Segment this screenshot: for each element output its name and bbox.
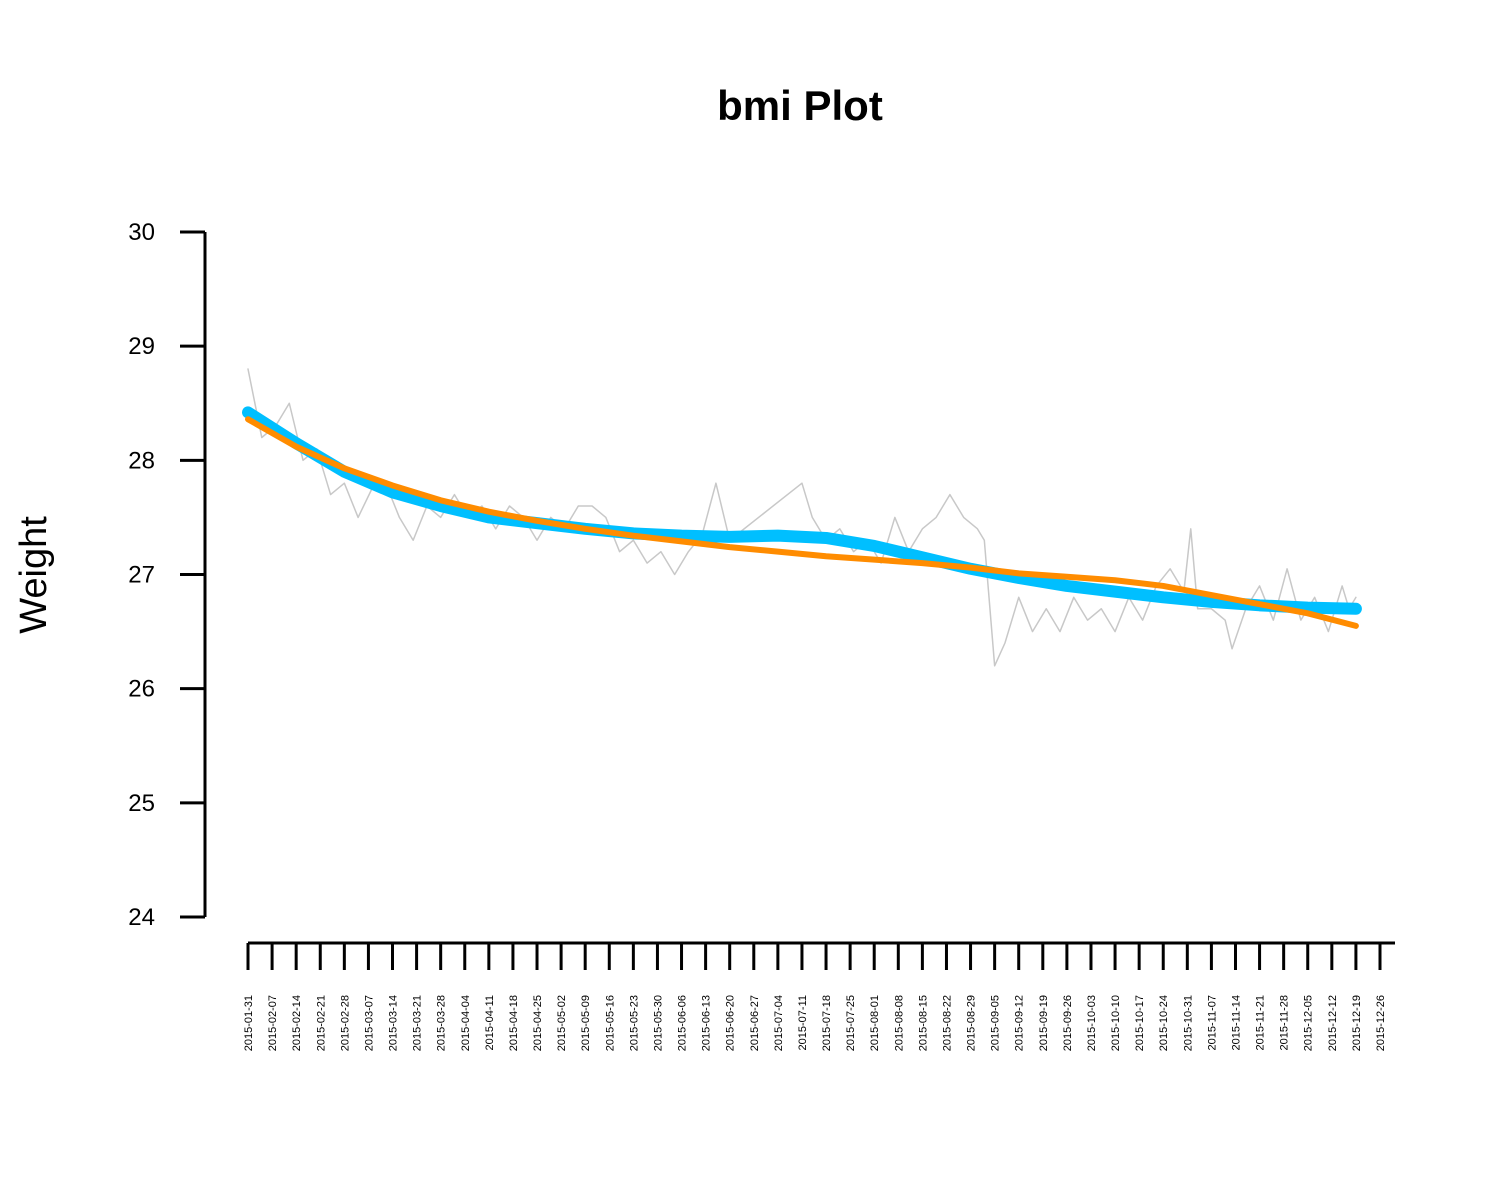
- x-tick-label: 2015-08-01: [869, 995, 881, 1051]
- x-tick-label: 2015-03-14: [388, 995, 400, 1051]
- y-tick-label: 30: [128, 219, 155, 246]
- x-tick-label: 2015-12-19: [1351, 995, 1363, 1051]
- x-tick-label: 2015-11-07: [1206, 995, 1218, 1050]
- x-tick-label: 2015-05-02: [556, 995, 568, 1051]
- x-tick-label: 2015-04-11: [484, 995, 496, 1050]
- x-tick-label: 2015-07-11: [797, 995, 809, 1050]
- x-tick-label: 2015-02-14: [291, 995, 303, 1051]
- x-tick-label: 2015-07-25: [845, 995, 857, 1051]
- x-tick-label: 2015-08-15: [917, 995, 929, 1051]
- x-tick-label: 2015-03-07: [363, 995, 375, 1051]
- x-tick-label: 2015-05-23: [628, 995, 640, 1051]
- x-tick-label: 2015-03-21: [412, 995, 424, 1051]
- x-tick-label: 2015-10-03: [1086, 995, 1098, 1051]
- x-tick-label: 2015-04-18: [508, 995, 520, 1051]
- x-tick-label: 2015-10-31: [1182, 995, 1194, 1051]
- x-tick-label: 2015-05-30: [652, 995, 664, 1051]
- x-tick-label: 2015-07-18: [821, 995, 833, 1051]
- x-tick-label: 2015-02-07: [267, 995, 279, 1051]
- x-tick-label: 2015-03-28: [436, 995, 448, 1051]
- data-line: [242, 406, 1362, 615]
- x-tick-label: 2015-04-04: [460, 995, 472, 1051]
- y-tick-label: 28: [128, 447, 155, 474]
- x-tick-label: 2015-10-10: [1110, 995, 1122, 1051]
- y-tick-label: 29: [128, 333, 155, 360]
- x-tick-label: 2015-09-05: [990, 995, 1002, 1051]
- x-tick-label: 2015-12-05: [1303, 995, 1315, 1051]
- x-tick-label: 2015-12-26: [1375, 995, 1387, 1051]
- x-tick-label: 2015-04-25: [532, 995, 544, 1051]
- x-tick-label: 2015-08-22: [941, 995, 953, 1051]
- x-tick-label: 2015-02-28: [339, 995, 351, 1051]
- x-tick-label: 2015-06-27: [749, 995, 761, 1051]
- y-tick-label: 26: [128, 676, 155, 703]
- y-axis-label: Weight: [13, 516, 55, 634]
- x-tick-label: 2015-09-26: [1062, 995, 1074, 1051]
- x-tick-label: 2015-11-28: [1279, 995, 1291, 1050]
- x-tick-label: 2015-06-06: [677, 995, 689, 1051]
- x-tick-label: 2015-01-31: [243, 995, 255, 1051]
- x-tick-label: 2015-07-04: [773, 995, 785, 1051]
- x-tick-label: 2015-06-20: [725, 995, 737, 1051]
- x-tick-label: 2015-08-08: [893, 995, 905, 1051]
- x-tick-label: 2015-12-12: [1327, 995, 1339, 1051]
- x-tick-label: 2015-06-13: [701, 995, 713, 1051]
- x-tick-label: 2015-09-12: [1014, 995, 1026, 1051]
- x-tick-label: 2015-05-16: [604, 995, 616, 1051]
- y-tick-label: 27: [128, 562, 155, 589]
- x-tick-label: 2015-11-21: [1255, 995, 1267, 1050]
- x-tick-label: 2015-11-14: [1230, 995, 1242, 1050]
- x-tick-label: 2015-02-21: [315, 995, 327, 1051]
- y-tick-label: 25: [128, 790, 155, 817]
- x-tick-label: 2015-10-17: [1134, 995, 1146, 1051]
- chart-title: bmi Plot: [717, 82, 883, 129]
- x-tick-label: 2015-10-24: [1158, 995, 1170, 1051]
- x-tick-label: 2015-05-09: [580, 995, 592, 1051]
- x-tick-label: 2015-09-19: [1038, 995, 1050, 1051]
- data-line: [245, 416, 1359, 629]
- x-tick-label: 2015-08-29: [966, 995, 978, 1051]
- y-tick-label: 24: [128, 904, 155, 931]
- data-line: [247, 368, 1357, 667]
